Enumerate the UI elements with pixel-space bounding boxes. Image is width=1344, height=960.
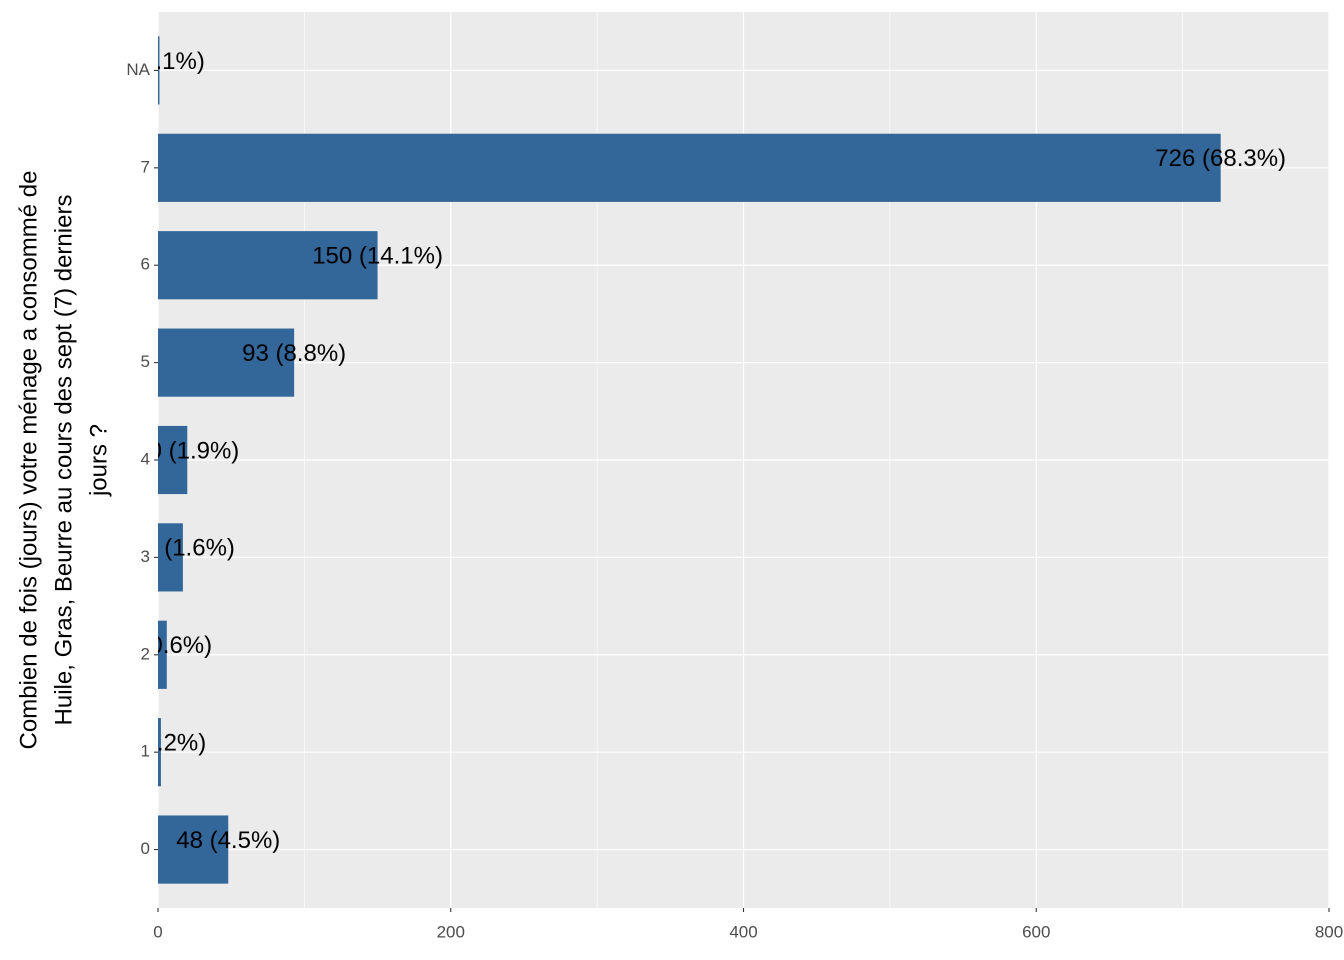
value-label: 2 (0.2%) — [116, 730, 207, 757]
value-label: 20 (1.9%) — [135, 437, 239, 464]
y-tick-label: 0 — [141, 839, 150, 858]
y-axis-title: jours ? — [85, 424, 112, 497]
y-axis-title: Huile, Gras, Beurre au cours des sept (7… — [50, 195, 77, 726]
bar — [158, 620, 167, 689]
y-tick-label: 2 — [141, 644, 150, 663]
bar — [158, 231, 378, 300]
value-label: 93 (8.8%) — [242, 340, 346, 367]
bar — [158, 718, 161, 787]
value-label: 1 (0.1%) — [114, 48, 205, 75]
y-tick-label: 5 — [141, 352, 150, 371]
x-tick-label: 400 — [729, 922, 757, 941]
value-label: 150 (14.1%) — [312, 243, 443, 270]
bar — [158, 133, 1221, 202]
value-label: 726 (68.3%) — [1155, 145, 1286, 172]
bar — [158, 523, 183, 592]
y-tick-label: 3 — [141, 547, 150, 566]
y-tick-label: 7 — [141, 157, 150, 176]
bar — [158, 36, 160, 105]
x-tick-label: 800 — [1315, 922, 1343, 941]
value-label: 48 (4.5%) — [176, 827, 280, 854]
value-label: 6 (0.6%) — [121, 632, 212, 659]
y-tick-label: 6 — [141, 255, 150, 274]
y-tick-label: NA — [126, 60, 150, 79]
bar — [158, 815, 229, 884]
bar — [158, 425, 188, 495]
value-label: 17 (1.6%) — [131, 535, 235, 562]
x-tick-label: 200 — [437, 922, 465, 941]
bar — [158, 328, 295, 397]
y-tick-label: 4 — [141, 449, 150, 468]
y-tick-label: 1 — [141, 742, 150, 761]
x-tick-label: 600 — [1022, 922, 1050, 941]
x-tick-label: 0 — [153, 922, 162, 941]
y-axis-title: Combien de fois (jours) votre ménage a c… — [15, 171, 42, 750]
